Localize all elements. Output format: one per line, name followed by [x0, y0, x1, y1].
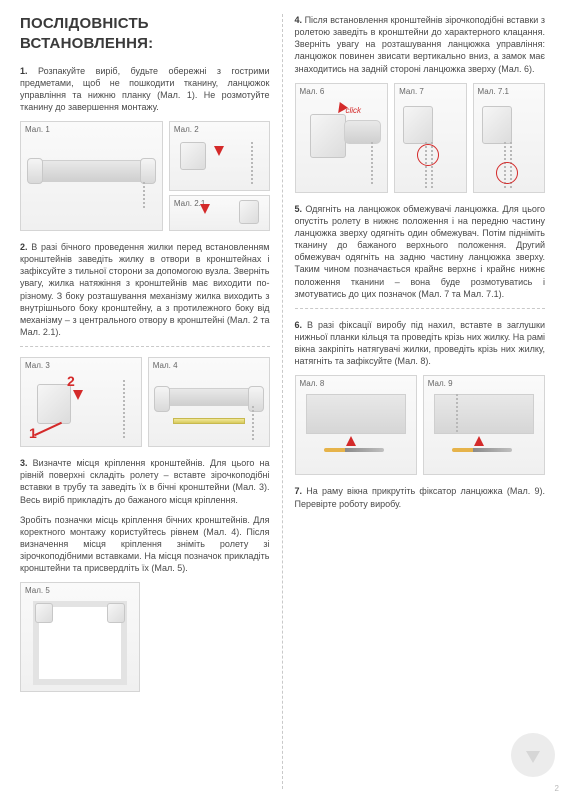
arrow-up-icon	[346, 436, 356, 446]
highlight-circle-icon	[417, 144, 439, 166]
bracket-icon	[35, 603, 53, 623]
left-column: ПОСЛІДОВНІСТЬ ВСТАНОВЛЕННЯ: 1. Розпакуйт…	[14, 14, 283, 789]
panel-icon	[306, 394, 406, 434]
figure-1: Мал. 1	[20, 121, 163, 231]
step-5-text: 5. Одягніть на ланцюжок обмежувачі ланцю…	[295, 203, 546, 300]
chain-icon	[251, 142, 253, 186]
screwdriver-icon	[452, 448, 512, 452]
bracket-icon	[403, 106, 433, 144]
step-2-num: 2.	[20, 242, 28, 252]
watermark-icon	[511, 733, 555, 777]
step-6-text: 6. В разі фіксації виробу під нахил, вст…	[295, 319, 546, 368]
fig-7-label: Мал. 7	[399, 87, 424, 98]
bracket-icon	[37, 384, 71, 424]
fig-71-label: Мал. 7.1	[478, 87, 509, 98]
page-number: 2	[555, 784, 559, 795]
endcap-icon	[140, 158, 156, 184]
bracket-icon	[482, 106, 512, 144]
figure-8: Мал. 8	[295, 375, 417, 475]
step-5-body: Одягніть на ланцюжок обмежувачі ланцюжка…	[295, 204, 546, 299]
figure-7-1: Мал. 7.1	[473, 83, 545, 193]
chain-icon	[123, 380, 125, 440]
tube-icon	[158, 388, 259, 406]
fig-1-label: Мал. 1	[25, 125, 50, 136]
step-5-num: 5.	[295, 204, 303, 214]
fig-row-4: Мал. 6 click Мал. 7 Мал. 7.1	[295, 83, 546, 193]
fig-9-label: Мал. 9	[428, 379, 453, 390]
step-7-num: 7.	[295, 486, 303, 496]
step-4-text: 4. Після встановлення кронштейнів зірочк…	[295, 14, 546, 75]
bracket-icon	[239, 200, 259, 224]
step-3a-text: 3. Визначте місця кріплення кронштейнів.…	[20, 457, 270, 506]
fig-row-5: Мал. 8 Мал. 9	[295, 375, 546, 475]
step-4-num: 4.	[295, 15, 303, 25]
right-column: 4. Після встановлення кронштейнів зірочк…	[283, 14, 552, 789]
highlight-circle-icon	[496, 162, 518, 184]
figure-7: Мал. 7	[394, 83, 466, 193]
figure-9: Мал. 9	[423, 375, 545, 475]
divider	[295, 308, 546, 309]
tube-icon	[344, 120, 382, 144]
arrow-icon	[34, 422, 62, 436]
figure-2-1: Мал. 2.1	[169, 195, 270, 231]
figure-2: Мал. 2	[169, 121, 270, 191]
divider	[20, 346, 270, 347]
level-tool-icon	[173, 418, 245, 424]
fig-3-label: Мал. 3	[25, 361, 50, 372]
figure-3: Мал. 3 1 2	[20, 357, 142, 447]
chain-icon	[371, 142, 373, 186]
arrow-down-icon	[214, 146, 224, 156]
figure-4: Мал. 4	[148, 357, 270, 447]
chain-icon	[456, 394, 458, 434]
red-number-2: 2	[67, 372, 75, 391]
step-1-text: 1. Розпакуйте виріб, будьте обережні з г…	[20, 65, 270, 114]
figure-6: Мал. 6 click	[295, 83, 389, 193]
step-3b-text: Зробіть позначки місць кріплення бічних …	[20, 514, 270, 575]
page-title: ПОСЛІДОВНІСТЬ ВСТАНОВЛЕННЯ:	[20, 14, 270, 55]
endcap-icon	[154, 386, 170, 412]
screwdriver-icon	[324, 448, 384, 452]
fig-row-3: Мал. 5	[20, 582, 270, 692]
step-2-text: 2. В разі бічного проведення жилки перед…	[20, 241, 270, 338]
chain-icon	[252, 406, 254, 442]
arrow-down-icon	[200, 204, 210, 214]
bracket-icon	[310, 114, 346, 158]
fig-8-label: Мал. 8	[300, 379, 325, 390]
fig-row-2: Мал. 3 1 2 Мал. 4	[20, 357, 270, 447]
chain-icon	[143, 182, 145, 208]
arrow-down-icon	[73, 390, 83, 400]
fig-2-label: Мал. 2	[174, 125, 199, 136]
endcap-icon	[248, 386, 264, 412]
step-2-body: В разі бічного проведення жилки перед вс…	[20, 242, 270, 337]
step-1-num: 1.	[20, 66, 28, 76]
step-4-body: Після встановлення кронштейнів зірочкопо…	[295, 15, 546, 74]
step-1-body: Розпакуйте виріб, будьте обережні з гост…	[20, 66, 270, 112]
panel-icon	[434, 394, 534, 434]
arrow-up-icon	[474, 436, 484, 446]
figure-5: Мал. 5	[20, 582, 140, 692]
fig-5-label: Мал. 5	[25, 586, 50, 597]
step-7-body: На раму вікна прикрутіть фіксатор ланцюж…	[295, 486, 546, 508]
bracket-icon	[107, 603, 125, 623]
endcap-icon	[27, 158, 43, 184]
bracket-icon	[180, 142, 206, 170]
step-7-text: 7. На раму вікна прикрутіть фіксатор лан…	[295, 485, 546, 509]
fig-6-label: Мал. 6	[300, 87, 325, 98]
step-6-body: В разі фіксації виробу під нахил, вставт…	[295, 320, 546, 366]
fig-row-1: Мал. 1 Мал. 2 Мал. 2.1	[20, 121, 270, 231]
tube-icon	[32, 160, 150, 182]
fig-4-label: Мал. 4	[153, 361, 178, 372]
step-3-num: 3.	[20, 458, 28, 468]
step-3a-body: Визначте місця кріплення кронштейнів. Дл…	[20, 458, 270, 504]
step-6-num: 6.	[295, 320, 303, 330]
